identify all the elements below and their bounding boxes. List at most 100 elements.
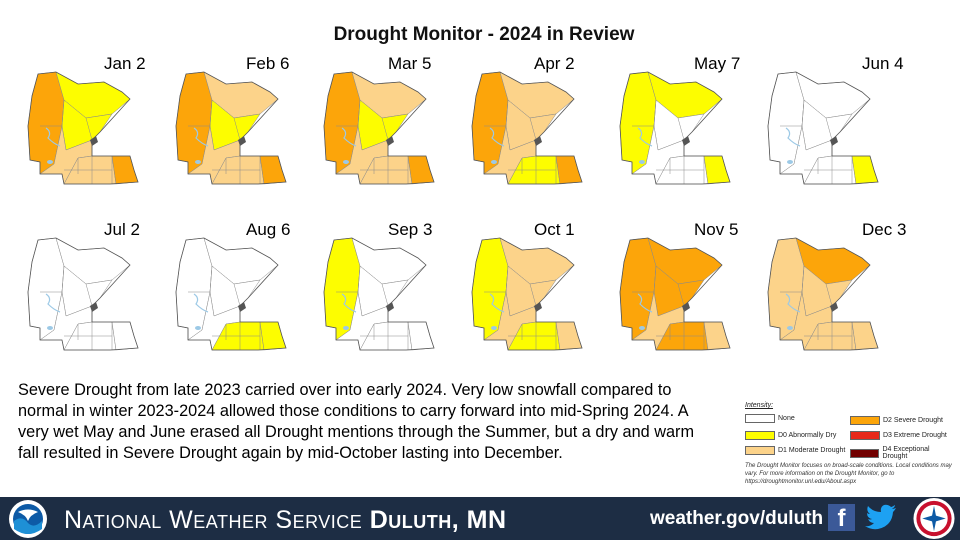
drought-map-5: May 7	[614, 54, 756, 185]
legend-item-d0: D0 Abnormally Dry	[745, 431, 836, 440]
legend-title: Intensity:	[745, 402, 774, 409]
drought-map-9: Sep 3	[318, 220, 460, 351]
drought-map-svg	[323, 237, 435, 351]
lake	[639, 160, 645, 164]
map-date-label: Mar 5	[388, 54, 432, 73]
legend-label: D4 Exceptional Drought	[882, 446, 930, 460]
legend-label: D3 Extreme Drought	[883, 432, 947, 439]
legend-note: The Drought Monitor focuses on broad-sca…	[745, 463, 952, 485]
duluth-marker	[386, 136, 394, 146]
county-line	[653, 99, 657, 127]
county-line	[505, 265, 509, 293]
drought-map-svg	[175, 71, 287, 185]
twitter-icon[interactable]	[865, 504, 897, 532]
river	[341, 293, 357, 313]
map-border	[27, 237, 139, 351]
drought-map-1: Jan 2	[22, 54, 164, 185]
map-border	[767, 237, 879, 351]
legend-swatch	[850, 416, 880, 425]
duluth-marker	[534, 302, 542, 312]
map-date-label: Dec 3	[862, 220, 907, 239]
duluth-marker	[386, 302, 394, 312]
map-date-label: Feb 6	[246, 54, 290, 73]
drought-map-4: Apr 2	[466, 54, 608, 185]
drought-map-10: Oct 1	[466, 220, 608, 351]
lake	[639, 326, 645, 330]
drought-map-2: Feb 6	[170, 54, 312, 185]
legend-item-none: None	[745, 414, 795, 423]
county-line	[825, 117, 833, 141]
lake	[343, 326, 349, 330]
drought-map-svg	[619, 237, 731, 351]
legend-swatch	[745, 446, 775, 455]
river	[489, 127, 505, 147]
county-line	[381, 283, 389, 307]
lake	[195, 160, 201, 164]
website-link[interactable]: weather.gov/duluth	[650, 508, 824, 529]
county-line	[209, 99, 213, 127]
lake	[787, 160, 793, 164]
county-line	[505, 99, 509, 127]
drought-map-12: Dec 3	[762, 220, 906, 351]
map-border	[471, 237, 583, 351]
drought-map-svg	[471, 237, 583, 351]
map-date-label: Jun 4	[862, 54, 904, 73]
county-line	[357, 265, 361, 293]
lake	[787, 326, 793, 330]
lake	[491, 326, 497, 330]
river	[45, 293, 61, 313]
lake	[47, 160, 53, 164]
county-line	[529, 117, 537, 141]
legend-label: D0 Abnormally Dry	[778, 432, 837, 439]
legend-swatch	[745, 431, 775, 440]
county-line	[61, 265, 65, 293]
summary-text: Severe Drought from late 2023 carried ov…	[18, 381, 695, 462]
river	[637, 127, 653, 147]
river	[45, 127, 61, 147]
legend-item-d4: D4 Exceptional Drought	[850, 446, 955, 460]
river	[489, 293, 505, 313]
legend-swatch	[850, 431, 880, 440]
map-date-label: Aug 6	[246, 220, 291, 239]
facebook-icon[interactable]: f	[828, 504, 855, 532]
noaa-logo-icon[interactable]	[8, 499, 48, 539]
river	[637, 293, 653, 313]
legend-label: None	[778, 415, 795, 422]
county-line	[653, 265, 657, 293]
county-line	[85, 283, 93, 307]
map-border	[619, 71, 731, 185]
duluth-marker	[682, 136, 690, 146]
lake	[47, 326, 53, 330]
county-line	[801, 265, 805, 293]
county-line	[801, 99, 805, 127]
footer-office-name: National Weather Service Duluth, MN	[64, 506, 507, 535]
map-border	[323, 71, 435, 185]
drought-map-6: Jun 4	[762, 54, 904, 185]
map-border	[471, 71, 583, 185]
office-name: Duluth, MN	[369, 506, 507, 534]
county-line	[677, 117, 685, 141]
map-border	[323, 237, 435, 351]
map-date-label: Sep 3	[388, 220, 433, 239]
drought-map-3: Mar 5	[318, 54, 460, 185]
county-line	[677, 283, 685, 307]
legend-item-d3: D3 Extreme Drought	[850, 431, 947, 440]
nws-logo-icon[interactable]	[912, 497, 956, 540]
map-date-label: Jan 2	[104, 54, 146, 73]
drought-map-8: Aug 6	[170, 220, 312, 351]
county-line	[61, 99, 65, 127]
footer-bar: National Weather Service Duluth, MN weat…	[0, 497, 960, 540]
duluth-marker	[90, 302, 98, 312]
river	[341, 127, 357, 147]
lake	[343, 160, 349, 164]
duluth-marker	[682, 302, 690, 312]
drought-map-svg	[767, 71, 879, 185]
lake	[195, 326, 201, 330]
river	[193, 127, 209, 147]
legend-item-d1: D1 Moderate Drought	[745, 446, 845, 455]
map-border	[619, 237, 731, 351]
county-line	[357, 99, 361, 127]
duluth-marker	[830, 302, 838, 312]
duluth-marker	[238, 302, 246, 312]
map-date-label: May 7	[694, 54, 741, 73]
